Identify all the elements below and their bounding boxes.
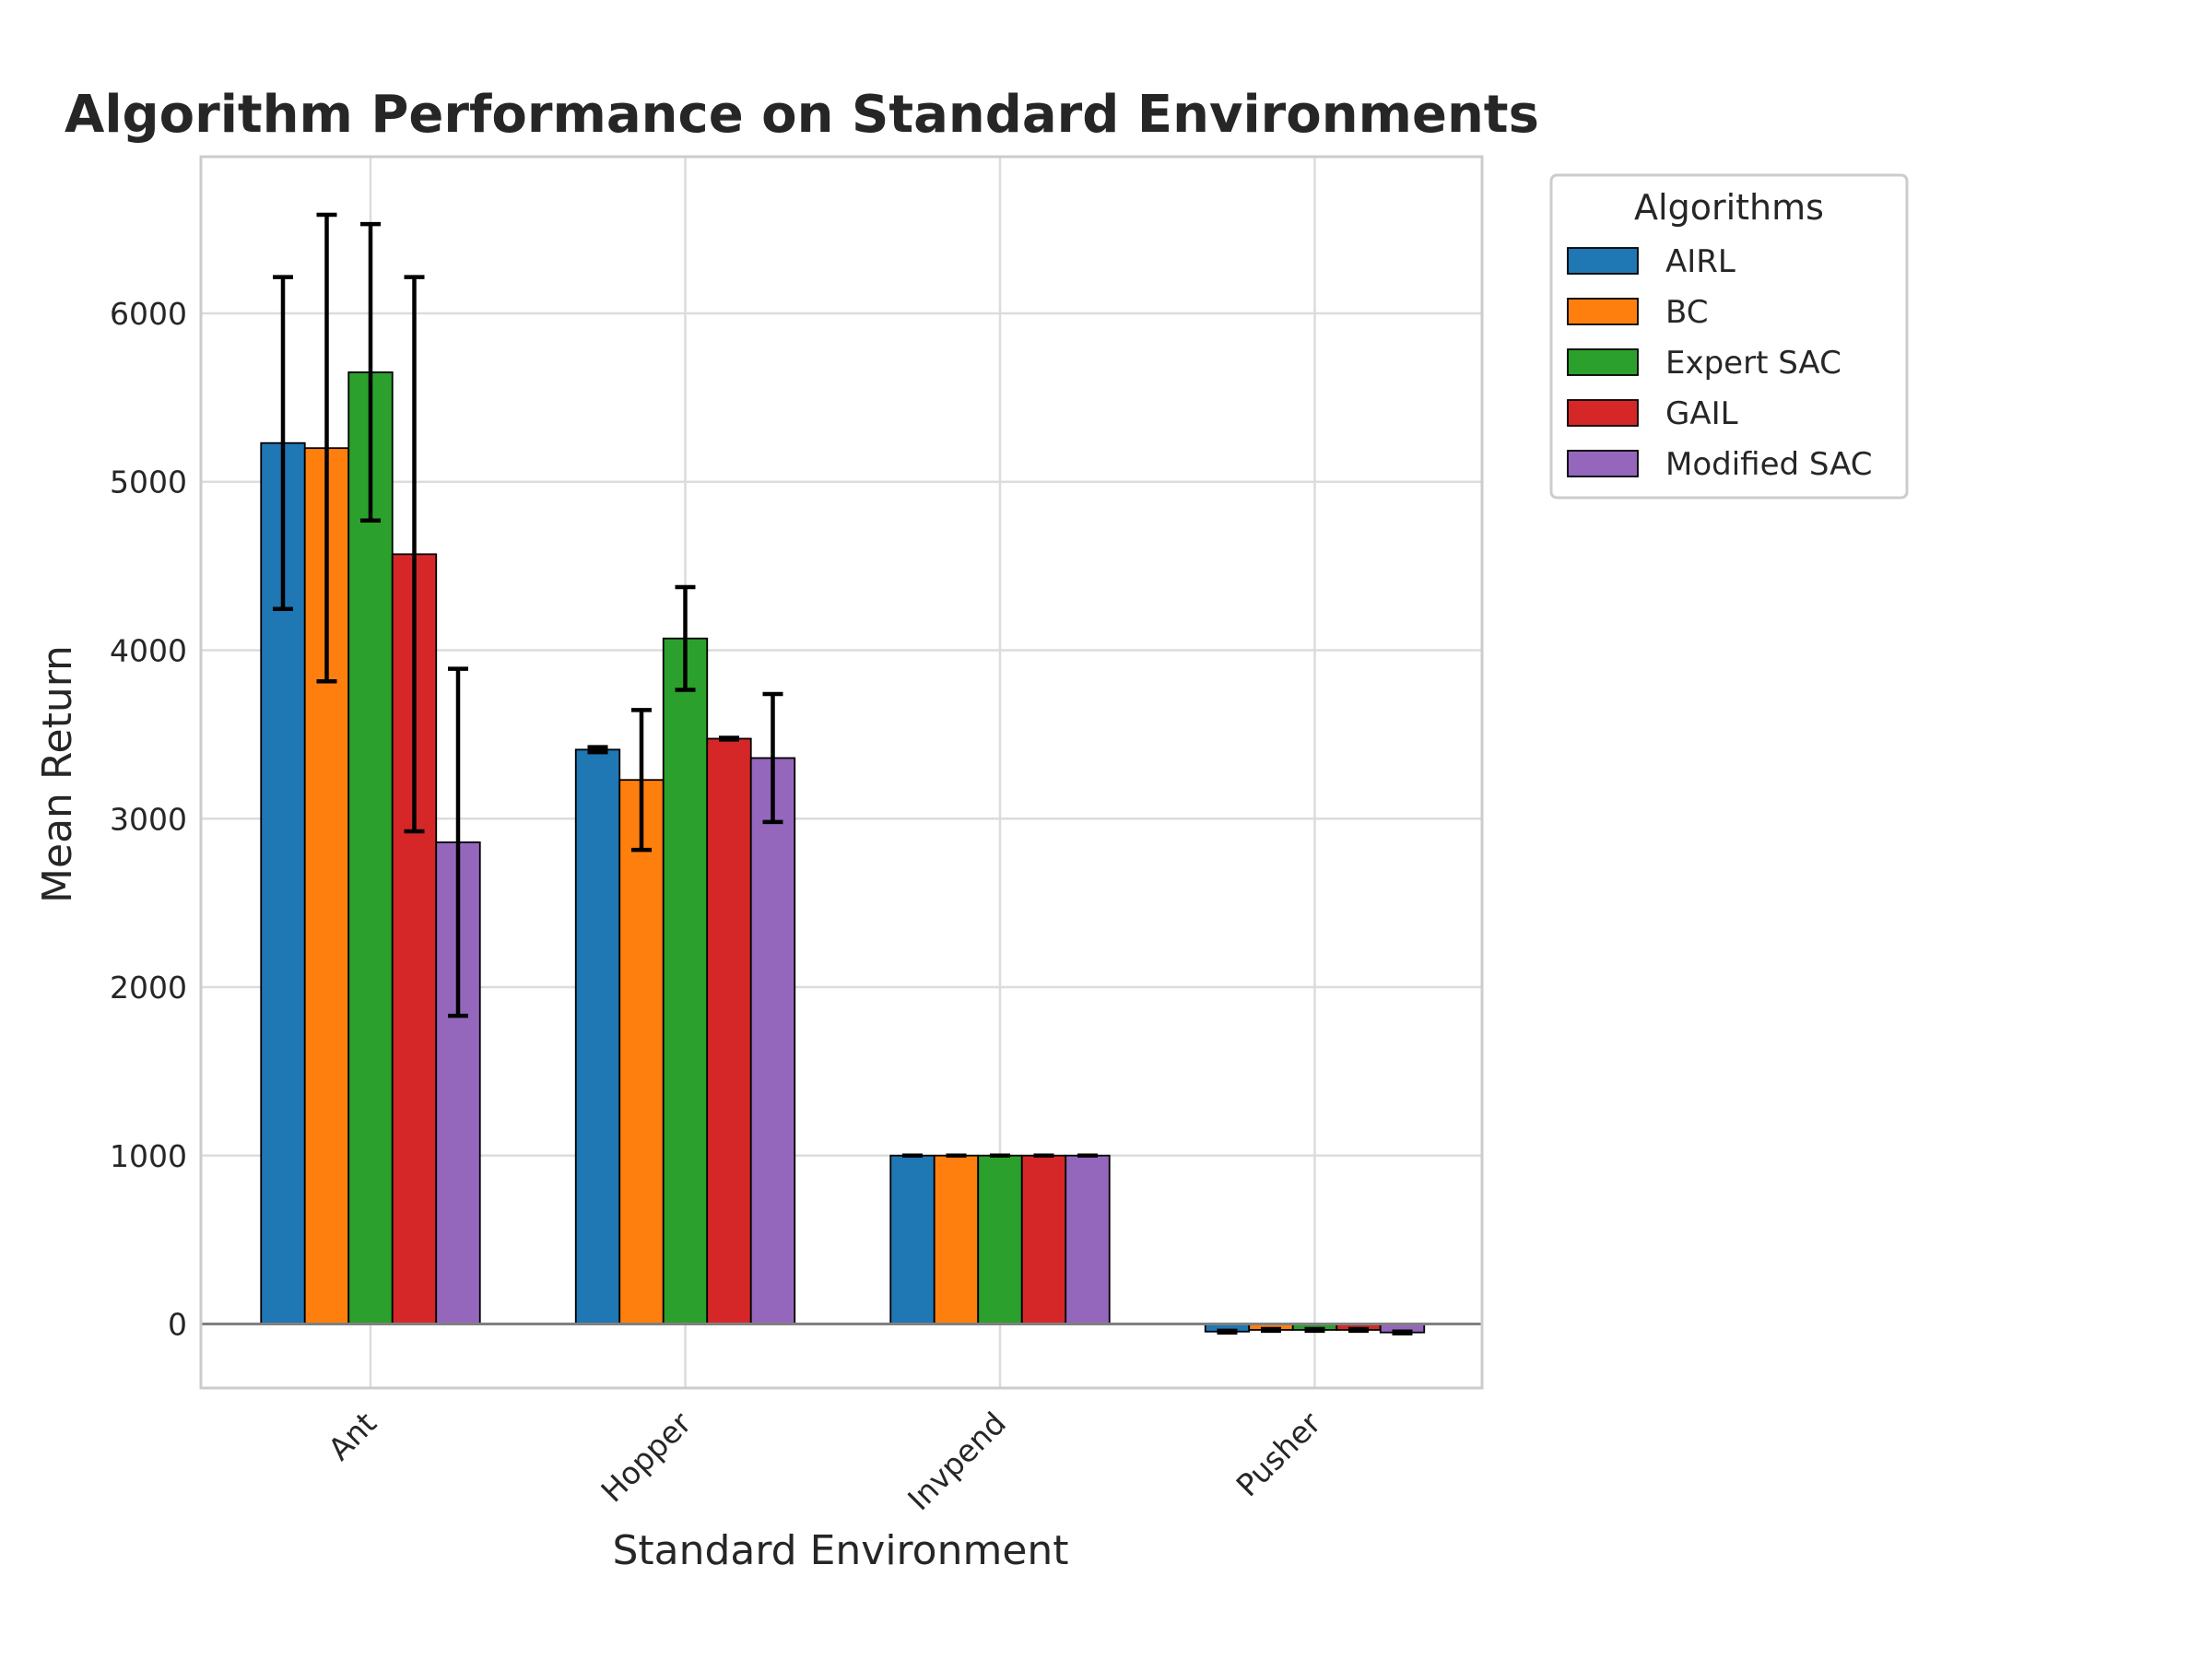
bar-expert-sac-invpend [977, 1154, 1023, 1325]
legend-swatch [1567, 247, 1639, 275]
bar-airl-hopper [574, 748, 621, 1325]
bar-modified-sac-hopper [749, 757, 796, 1325]
x-tick-label: Invpend [900, 1405, 1013, 1517]
legend: Algorithms AIRL BC Expert SAC GAIL Modified … [1549, 173, 1909, 500]
legend-swatch [1567, 450, 1639, 477]
legend-items: AIRL BC Expert SAC GAIL Modified SAC [1567, 243, 1873, 483]
y-tick-label: 1000 [110, 1138, 187, 1174]
legend-swatch [1567, 399, 1639, 427]
y-tick-label: 6000 [110, 296, 187, 332]
bar-gail-invpend [1020, 1154, 1067, 1325]
legend-label: GAIL [1665, 395, 1738, 432]
bar-bc-invpend [933, 1154, 980, 1325]
bar-gail-hopper [706, 737, 752, 1325]
legend-swatch [1567, 298, 1639, 325]
legend-label: BC [1665, 294, 1708, 331]
plot-frame [199, 155, 1484, 1390]
legend-box [1549, 173, 1909, 500]
chart-title: Algorithm Performance on Standard Enviro… [65, 85, 1539, 145]
bar-expert-sac-hopper [662, 637, 709, 1325]
y-tick-label: 0 [168, 1307, 187, 1343]
x-tick-label: Hopper [594, 1405, 699, 1509]
plot-area: 0 1000 2000 3000 4000 5000 6000 Ant Hopper Invpen… [110, 155, 1484, 1517]
y-axis-label: Mean Return [34, 645, 81, 903]
bar-modified-sac-invpend [1065, 1154, 1111, 1325]
x-axis-label: Standard Environment [612, 1527, 1068, 1574]
bar-expert-sac-ant [347, 371, 394, 1325]
x-tick-label: Ant [322, 1405, 384, 1467]
legend-label: Expert SAC [1665, 345, 1841, 382]
y-tick-label: 4000 [110, 632, 187, 668]
y-tick-label: 3000 [110, 801, 187, 837]
bar-bc-hopper [618, 779, 665, 1325]
y-tick-label: 2000 [110, 970, 187, 1006]
legend-label: Modified SAC [1665, 446, 1873, 483]
legend-label: AIRL [1665, 243, 1735, 280]
x-tick-label: Pusher [1230, 1405, 1328, 1503]
bar-airl-invpend [889, 1154, 935, 1325]
y-tick-label: 5000 [110, 465, 187, 500]
legend-title: Algorithms [1634, 187, 1824, 228]
legend-swatch [1567, 348, 1639, 376]
